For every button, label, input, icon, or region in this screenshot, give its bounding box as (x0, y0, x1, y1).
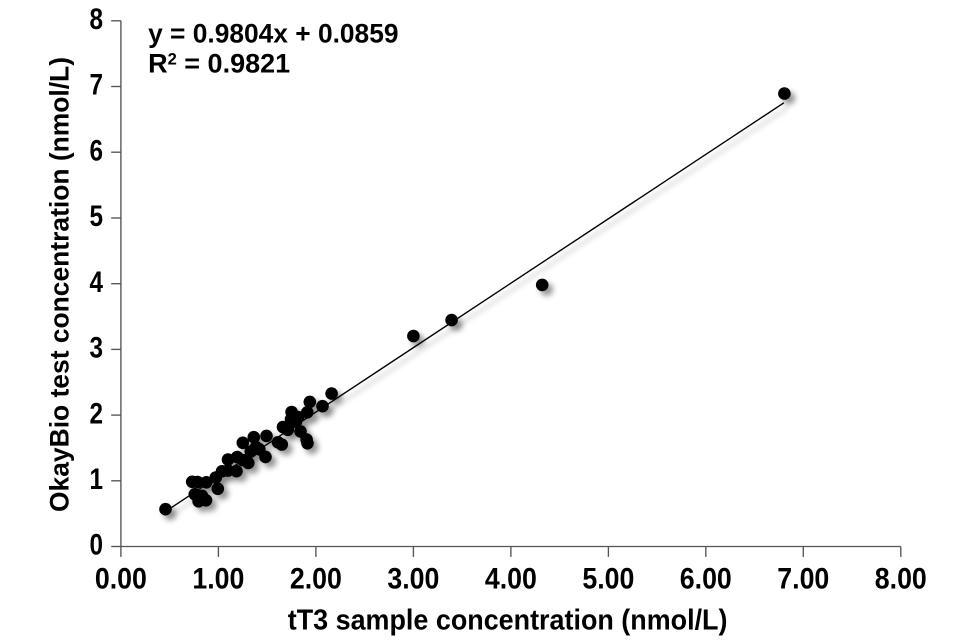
svg-text:0.00: 0.00 (95, 562, 147, 595)
svg-text:OkayBio test concentration (nm: OkayBio test concentration (nmol/L) (45, 57, 75, 512)
svg-text:3: 3 (90, 332, 104, 365)
svg-text:1.00: 1.00 (192, 562, 244, 595)
svg-text:4.00: 4.00 (485, 562, 537, 595)
svg-text:7: 7 (90, 69, 104, 102)
svg-text:6: 6 (90, 134, 104, 167)
svg-text:1: 1 (90, 463, 104, 496)
svg-text:2: 2 (90, 397, 104, 430)
svg-text:tT3 sample concentration (nmol: tT3 sample concentration (nmol/L) (288, 605, 728, 637)
svg-text:7.00: 7.00 (777, 562, 829, 595)
svg-text:5: 5 (90, 200, 104, 233)
svg-text:3.00: 3.00 (387, 562, 439, 595)
svg-text:8: 8 (90, 3, 104, 36)
svg-text:R2 = 0.9821: R2 = 0.9821 (148, 48, 290, 78)
svg-text:0: 0 (90, 529, 104, 562)
svg-text:5.00: 5.00 (582, 562, 634, 595)
svg-text:4: 4 (90, 266, 104, 299)
svg-text:y = 0.9804x + 0.0859: y = 0.9804x + 0.0859 (148, 19, 398, 49)
svg-text:6.00: 6.00 (680, 562, 732, 595)
svg-text:8.00: 8.00 (875, 562, 927, 595)
svg-text:2.00: 2.00 (290, 562, 342, 595)
